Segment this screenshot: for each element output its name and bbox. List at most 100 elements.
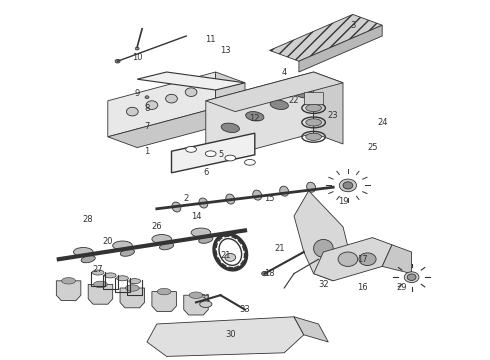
Ellipse shape [189, 292, 203, 298]
Ellipse shape [191, 228, 211, 237]
Text: 7: 7 [145, 122, 149, 131]
Text: 25: 25 [367, 143, 378, 152]
Ellipse shape [343, 182, 353, 189]
Polygon shape [299, 25, 382, 72]
Text: 15: 15 [264, 194, 275, 202]
Ellipse shape [205, 151, 216, 157]
Ellipse shape [186, 147, 196, 152]
Ellipse shape [115, 59, 120, 63]
Ellipse shape [280, 186, 289, 196]
Text: 14: 14 [191, 212, 201, 220]
Polygon shape [294, 317, 328, 342]
Text: 2: 2 [184, 194, 189, 202]
Ellipse shape [245, 159, 255, 165]
Polygon shape [147, 317, 304, 356]
Ellipse shape [94, 281, 107, 288]
Ellipse shape [226, 194, 235, 204]
Text: 11: 11 [205, 35, 216, 44]
Ellipse shape [199, 198, 208, 208]
Text: 19: 19 [338, 197, 348, 206]
Text: 17: 17 [357, 255, 368, 264]
Ellipse shape [157, 288, 171, 295]
Ellipse shape [129, 279, 141, 284]
Text: 23: 23 [328, 111, 339, 120]
Polygon shape [216, 72, 245, 119]
Polygon shape [88, 284, 113, 304]
Ellipse shape [307, 182, 316, 192]
Circle shape [126, 107, 138, 116]
Text: 24: 24 [377, 118, 388, 127]
Polygon shape [172, 133, 255, 173]
Text: 33: 33 [240, 305, 250, 314]
Bar [304, 92, 323, 104]
Text: 26: 26 [151, 222, 162, 231]
Ellipse shape [306, 133, 321, 140]
Text: 12: 12 [249, 114, 260, 123]
Text: 27: 27 [93, 266, 103, 275]
Polygon shape [120, 288, 145, 308]
Text: 3: 3 [350, 21, 355, 30]
Text: 18: 18 [264, 269, 275, 278]
Ellipse shape [225, 155, 236, 161]
Text: 8: 8 [145, 104, 149, 113]
Text: 32: 32 [318, 280, 329, 289]
Ellipse shape [338, 252, 358, 266]
Text: 20: 20 [102, 237, 113, 246]
Ellipse shape [407, 274, 416, 280]
Ellipse shape [359, 253, 376, 266]
Polygon shape [314, 238, 392, 281]
Ellipse shape [339, 179, 356, 192]
Circle shape [185, 88, 197, 96]
Polygon shape [184, 295, 208, 315]
Text: 30: 30 [225, 330, 236, 339]
Ellipse shape [135, 47, 139, 50]
Ellipse shape [221, 123, 240, 132]
Polygon shape [152, 292, 176, 311]
Ellipse shape [160, 243, 173, 250]
Ellipse shape [245, 112, 264, 121]
Ellipse shape [200, 301, 212, 307]
Ellipse shape [172, 202, 181, 212]
Circle shape [146, 101, 158, 109]
Text: 10: 10 [132, 53, 143, 62]
Ellipse shape [74, 248, 93, 256]
Text: 16: 16 [357, 284, 368, 292]
Ellipse shape [270, 100, 289, 109]
Text: 13: 13 [220, 46, 231, 55]
Polygon shape [294, 191, 353, 281]
Polygon shape [270, 14, 382, 61]
Text: 21: 21 [274, 244, 285, 253]
Polygon shape [206, 72, 314, 162]
Polygon shape [206, 72, 343, 112]
Ellipse shape [145, 96, 149, 99]
Ellipse shape [125, 285, 139, 291]
Text: 9: 9 [135, 89, 140, 98]
Polygon shape [108, 108, 245, 148]
Ellipse shape [152, 235, 172, 244]
Text: 4: 4 [282, 68, 287, 77]
Text: 28: 28 [83, 215, 94, 224]
Polygon shape [108, 72, 216, 137]
Polygon shape [56, 281, 81, 301]
Ellipse shape [62, 278, 75, 284]
Text: 29: 29 [396, 284, 407, 292]
Ellipse shape [306, 104, 321, 112]
Ellipse shape [225, 253, 236, 261]
Ellipse shape [314, 239, 333, 257]
Text: 6: 6 [203, 168, 208, 177]
Text: 1: 1 [145, 147, 149, 156]
Ellipse shape [199, 236, 213, 243]
Ellipse shape [294, 89, 313, 98]
Text: 5: 5 [218, 150, 223, 159]
Text: 21: 21 [220, 251, 231, 260]
Circle shape [166, 94, 177, 103]
Ellipse shape [81, 256, 95, 263]
Ellipse shape [404, 272, 419, 283]
Ellipse shape [104, 273, 116, 278]
Ellipse shape [92, 270, 104, 275]
Ellipse shape [253, 190, 262, 200]
Ellipse shape [262, 271, 268, 276]
Ellipse shape [121, 249, 134, 256]
Ellipse shape [117, 276, 128, 281]
Polygon shape [137, 72, 245, 90]
